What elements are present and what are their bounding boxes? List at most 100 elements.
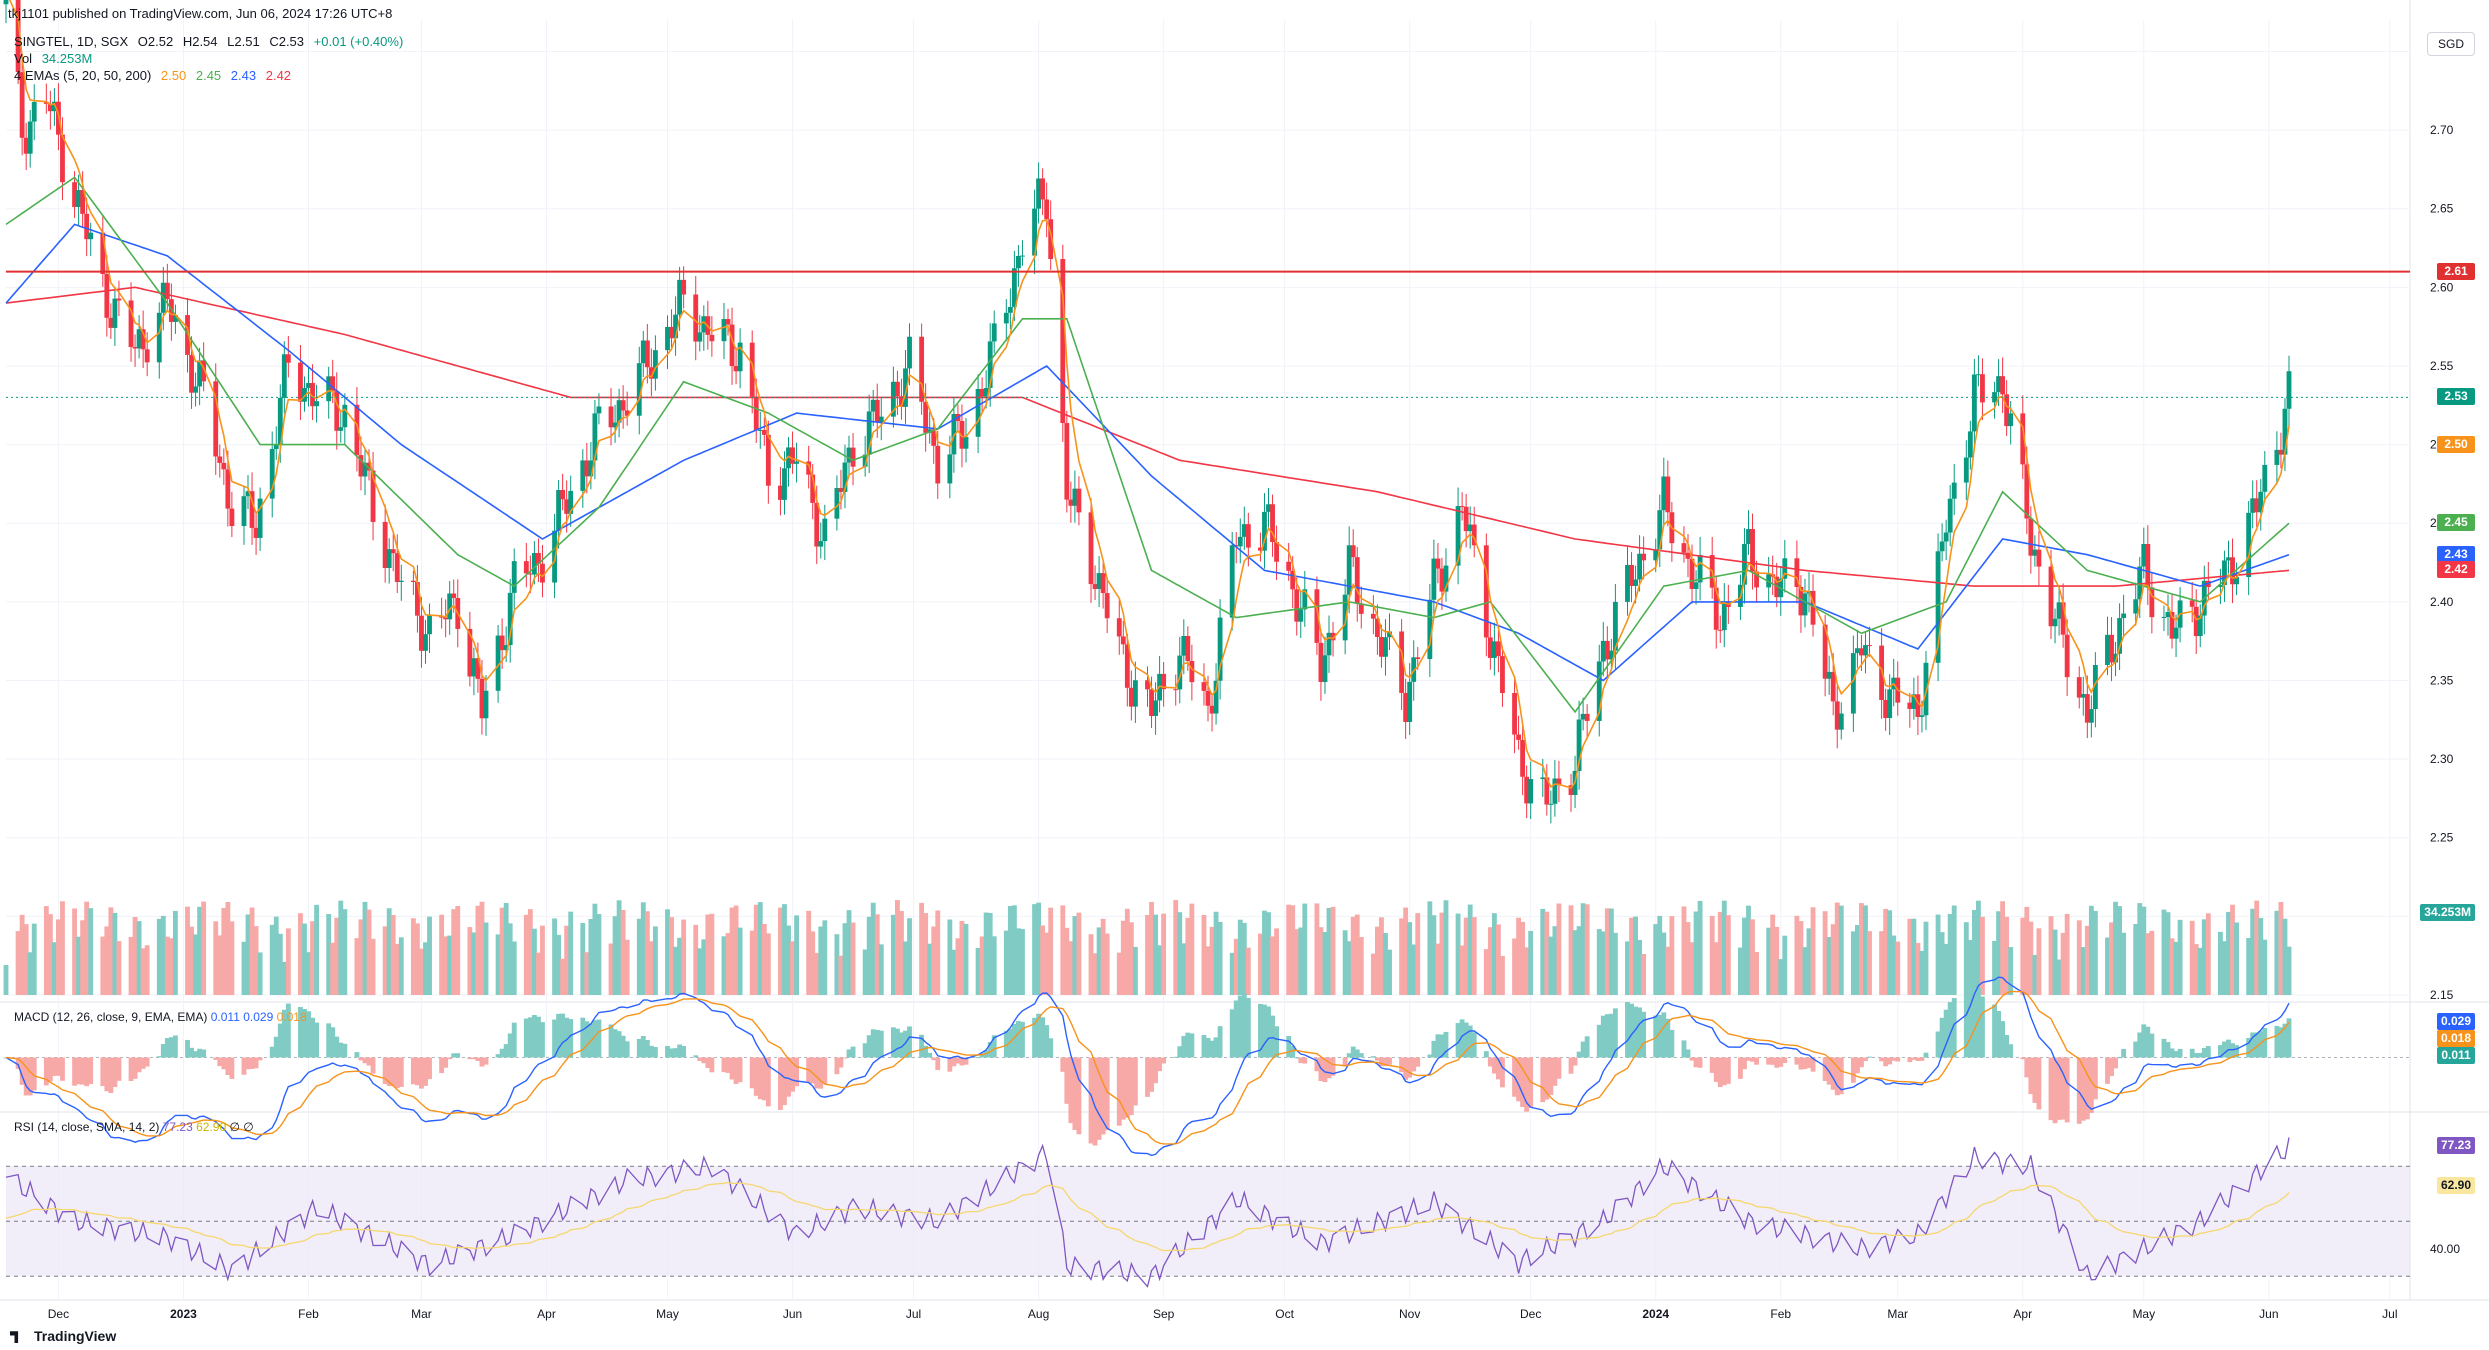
- macd-histogram-bar: [47, 1057, 53, 1082]
- volume-bar: [471, 932, 477, 995]
- volume-bar: [1963, 922, 1969, 995]
- candle-body: [1483, 545, 1489, 638]
- rsi-band-lower: ∅: [243, 1120, 254, 1134]
- candle-body: [794, 461, 799, 464]
- volume-bar: [1322, 931, 1328, 995]
- candle-body: [612, 422, 618, 428]
- candle-body: [1217, 617, 1223, 681]
- macd-label[interactable]: MACD (12, 26, close, 9, EMA, EMA): [14, 1010, 208, 1024]
- macd-histogram-bar: [959, 1057, 965, 1066]
- candle-body: [140, 329, 146, 350]
- volume-bar: [156, 918, 162, 995]
- macd-histogram-bar: [1584, 1036, 1590, 1058]
- rsi-tag: 77.23: [2436, 1137, 2475, 1155]
- ema-label[interactable]: 4 EMAs (5, 20, 50, 200): [14, 68, 152, 83]
- symbol-name[interactable]: SINGTEL, 1D, SGX: [14, 34, 129, 49]
- ema5-value: 2.50: [160, 68, 187, 83]
- macd-histogram-bar: [1483, 1051, 1489, 1058]
- candle-body: [108, 317, 114, 328]
- macd-histogram-bar: [362, 1057, 368, 1064]
- volume-bar: [1524, 947, 1530, 995]
- candle-body: [523, 561, 529, 574]
- candle-body: [640, 340, 646, 364]
- macd-histogram-bar: [1120, 1057, 1126, 1120]
- volume-bar: [527, 909, 533, 995]
- volume-bar: [778, 907, 783, 995]
- volume-bar: [15, 931, 21, 995]
- volume-bar: [1996, 911, 2001, 995]
- volume-bar: [1576, 926, 1582, 995]
- volume-bar: [168, 938, 174, 995]
- rsi-label[interactable]: RSI (14, close, SMA, 14, 2): [14, 1120, 160, 1134]
- candle-body: [443, 617, 449, 620]
- macd-histogram-bar: [951, 1057, 957, 1067]
- macd-histogram-bar: [1387, 1057, 1392, 1065]
- macd-legend: MACD (12, 26, close, 9, EMA, EMA) 0.011 …: [14, 1010, 307, 1024]
- macd-histogram-bar: [1754, 1057, 1759, 1065]
- candle-body: [80, 190, 86, 214]
- macd-histogram-bar: [27, 1057, 33, 1096]
- volume-bar: [330, 942, 336, 995]
- macd-histogram-bar: [721, 1057, 727, 1073]
- macd-histogram-bar: [1612, 1008, 1618, 1058]
- volume-bar: [1342, 930, 1348, 995]
- macd-histogram-bar: [1213, 1037, 1219, 1058]
- volume-bar: [935, 910, 941, 995]
- macd-histogram-bar: [923, 1045, 929, 1058]
- candle-body: [1060, 259, 1066, 424]
- volume-bar: [1608, 908, 1614, 995]
- macd-histogram-bar: [447, 1057, 453, 1060]
- macd-histogram-bar: [56, 1057, 61, 1076]
- macd-histogram-bar: [652, 1047, 658, 1058]
- volume-bar: [1850, 931, 1856, 995]
- candle-body: [2234, 577, 2239, 585]
- rsi-sma-line: [5, 1181, 2290, 1252]
- candle-body: [757, 429, 763, 431]
- candle-body: [2076, 677, 2082, 698]
- candle-body: [2250, 498, 2256, 513]
- volume-bar: [1459, 945, 1465, 995]
- volume-value: 34.253M: [41, 51, 93, 66]
- ema50-line: [5, 223, 2290, 682]
- macd-histogram-bar: [2282, 1023, 2288, 1058]
- volume-bar: [846, 910, 852, 995]
- candle-body: [1742, 543, 1747, 585]
- volume-bar: [2032, 954, 2038, 995]
- macd-signal-line: [5, 990, 2290, 1145]
- candle-body: [314, 401, 320, 407]
- candle-body: [1633, 579, 1638, 586]
- macd-histogram-bar: [1032, 1017, 1037, 1058]
- macd-histogram-bar: [846, 1049, 852, 1058]
- volume-bar: [737, 927, 743, 995]
- volume-bar: [1911, 918, 1917, 995]
- macd-histogram-bar: [782, 1057, 787, 1106]
- currency-button[interactable]: SGD: [2427, 32, 2475, 56]
- candle-body: [1128, 687, 1134, 707]
- volume-bar: [382, 926, 388, 995]
- candle-body: [128, 300, 134, 347]
- volume-bar: [1637, 939, 1643, 995]
- price-tick-label: 2.55: [2430, 359, 2454, 373]
- candle-body: [423, 634, 428, 651]
- macd-histogram-bar: [2028, 1057, 2034, 1095]
- macd-line-value: 0.029: [243, 1010, 274, 1024]
- macd-histogram-bar: [43, 1057, 49, 1086]
- volume-bar: [624, 939, 630, 995]
- candle-body: [1495, 641, 1501, 657]
- candle-body: [894, 381, 900, 397]
- time-tick-label: 2024: [1642, 1307, 1669, 1321]
- candle-body: [1153, 700, 1158, 716]
- candle-body: [681, 279, 687, 295]
- macd-histogram-bar: [838, 1057, 844, 1068]
- macd-histogram-bar: [1697, 1057, 1703, 1068]
- volume-bar: [1032, 904, 1037, 995]
- volume-bar: [1798, 921, 1804, 995]
- macd-histogram-bar: [507, 1033, 513, 1058]
- volume-bar: [1867, 931, 1872, 995]
- volume-bar: [2028, 921, 2034, 995]
- tradingview-logo[interactable]: TradingView: [10, 1328, 116, 1344]
- volume-label[interactable]: Vol: [14, 51, 33, 66]
- candle-body: [1867, 645, 1872, 647]
- candle-body: [1068, 499, 1074, 506]
